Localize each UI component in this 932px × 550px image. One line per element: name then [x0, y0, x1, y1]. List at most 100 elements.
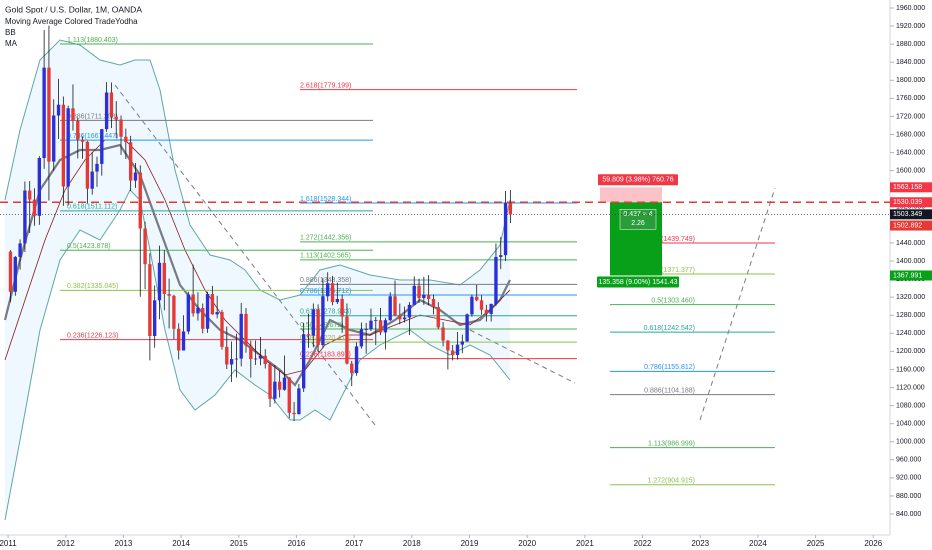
- candle-body: [426, 294, 431, 299]
- candle-body: [475, 296, 479, 301]
- y-tick-label: 1960.000: [896, 5, 925, 12]
- candle-body: [268, 364, 272, 399]
- fib-label: 0.886(1104.188): [644, 388, 695, 395]
- fib-label: 0.786(1324.712): [300, 288, 351, 295]
- candle-body: [369, 320, 373, 330]
- candle-body: [205, 293, 210, 329]
- candle-body: [234, 358, 239, 360]
- reward-label: 135.358 (9.00%) 1541.43: [598, 279, 677, 286]
- candle-body: [335, 298, 340, 303]
- candle-body: [162, 262, 166, 294]
- fib-label: 0.382(1371.377): [644, 267, 695, 274]
- ratio-bg: [619, 209, 657, 230]
- y-tick-label: 920.000: [896, 475, 921, 482]
- candle-body: [172, 295, 176, 329]
- candle-body: [253, 358, 258, 360]
- candle-body: [244, 313, 248, 346]
- candle-body: [148, 264, 152, 337]
- risk-zone: [600, 187, 662, 203]
- candle-body: [388, 296, 392, 321]
- candle-body: [345, 316, 349, 364]
- fib-label: (1439.749): [661, 236, 695, 243]
- candle-body: [80, 139, 85, 142]
- ratio-label: 0.437 ≈ 4: [623, 211, 652, 218]
- fib-label: 0.786(1667.447): [67, 133, 118, 140]
- candle-body: [133, 172, 138, 181]
- candle-body: [306, 334, 311, 336]
- x-tick-label: 2015: [230, 539, 248, 548]
- x-tick-label: 2020: [518, 539, 536, 548]
- candle-body: [489, 303, 493, 314]
- price-tag: 1502.892: [893, 222, 922, 229]
- fib-label: 1.113(986.999): [648, 440, 695, 447]
- candle-body: [297, 388, 301, 415]
- x-tick-label: 2014: [172, 539, 190, 548]
- candle-body: [28, 190, 32, 200]
- candle-body: [191, 294, 195, 314]
- candle-body: [186, 294, 191, 332]
- price-tag: 1530.039: [893, 199, 922, 206]
- candle-body: [42, 67, 46, 159]
- price-tag-bg: [890, 220, 932, 231]
- candle-body: [277, 381, 282, 390]
- candle-body: [76, 120, 80, 140]
- x-tick-label: 2023: [691, 539, 709, 548]
- candle-body: [431, 298, 436, 308]
- x-tick-label: 2019: [461, 539, 479, 548]
- candle-body: [152, 300, 157, 337]
- candle-body: [374, 320, 378, 322]
- price-tag: 1563.158: [893, 184, 922, 191]
- y-tick-label: 1280.000: [896, 312, 925, 319]
- chart-title: Gold Spot / U.S. Dollar, 1M, OANDA: [5, 4, 142, 14]
- fib-label: 1.272(904.915): [648, 478, 695, 485]
- fib-label: 0.618(1511.112): [67, 204, 117, 211]
- x-tick-label: 2018: [403, 539, 421, 548]
- candle-body: [422, 294, 426, 299]
- candle-body: [18, 243, 22, 257]
- x-tick-label: 2026: [864, 539, 882, 548]
- fib-label: 0.236(1183.897): [300, 351, 351, 358]
- candle-body: [210, 293, 215, 315]
- candle-body: [249, 345, 253, 360]
- candle-body: [215, 312, 219, 315]
- candle-body: [95, 163, 99, 172]
- y-tick-label: 1240.000: [896, 330, 925, 337]
- candle-body: [446, 340, 450, 351]
- indicator-label: Moving Average Colored TradeYodha: [5, 17, 138, 26]
- price-tag-bg: [890, 270, 932, 281]
- y-tick-label: 1680.000: [896, 131, 925, 138]
- candle-body: [66, 108, 70, 187]
- candle-body: [52, 115, 56, 162]
- candle-body: [436, 307, 440, 328]
- candle-body: [100, 129, 104, 164]
- candle-body: [451, 350, 455, 355]
- candle-body: [378, 320, 383, 333]
- candle-body: [316, 309, 320, 346]
- candle-body: [350, 363, 354, 374]
- candle-body: [302, 334, 306, 389]
- x-tick-label: 2016: [288, 539, 306, 548]
- candle-body: [383, 320, 388, 333]
- candle-body: [340, 298, 344, 317]
- candle-body: [460, 341, 464, 345]
- y-tick-label: 1040.000: [896, 421, 925, 428]
- candle-body: [321, 296, 325, 346]
- candle-body: [479, 300, 484, 310]
- y-tick-label: 1840.000: [896, 59, 925, 66]
- risk-label-bg: [598, 174, 678, 186]
- trend-line: [699, 187, 776, 421]
- candle-body: [412, 285, 416, 305]
- candle-body: [484, 309, 489, 314]
- indicator-label: MA: [5, 39, 18, 48]
- y-tick-label: 1120.000: [896, 384, 925, 391]
- y-tick-label: 1640.000: [896, 149, 925, 156]
- price-tag-bg: [890, 209, 932, 220]
- y-tick-label: 960.000: [896, 457, 921, 464]
- trend-line: [469, 329, 576, 384]
- y-tick-label: 1760.000: [896, 95, 925, 102]
- candle-body: [455, 344, 460, 355]
- candle-body: [441, 327, 445, 341]
- fib-label: 0.886(1711.208): [67, 113, 118, 120]
- candle-body: [71, 108, 75, 121]
